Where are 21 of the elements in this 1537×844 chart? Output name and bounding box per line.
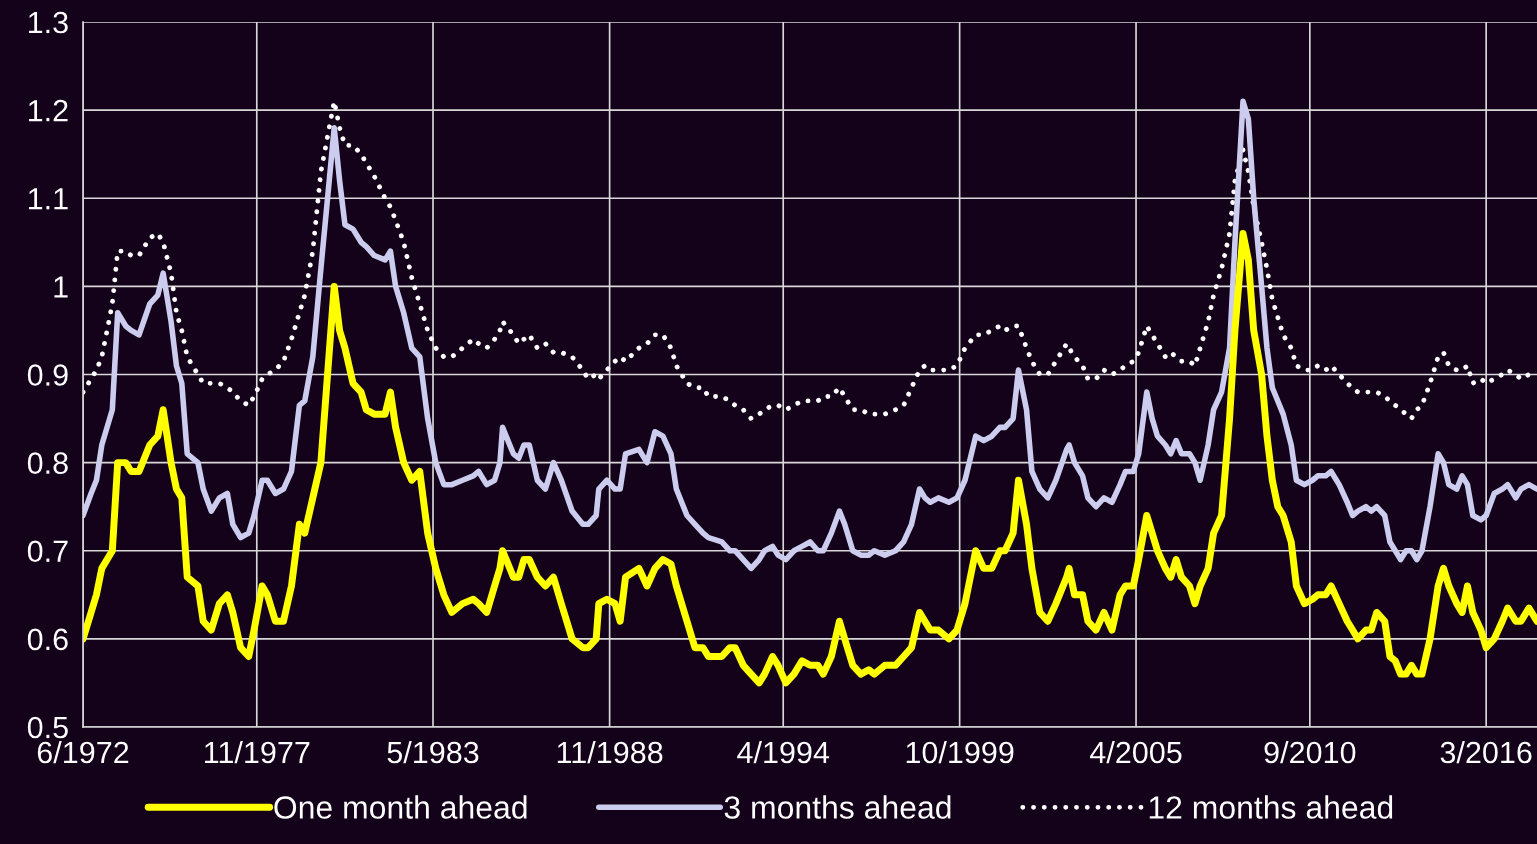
y-tick-label: 1.1 <box>28 188 68 210</box>
x-tick-label: 6/1972 <box>37 740 129 764</box>
y-tick-label: 1.3 <box>28 11 68 34</box>
x-tick-label: 10/1999 <box>906 740 1014 764</box>
y-tick-label: 0.5 <box>27 716 68 739</box>
x-tick-label: 4/2005 <box>1090 740 1182 764</box>
x-tick-label: 3/2016 <box>1440 740 1532 764</box>
x-tick-label: 4/1994 <box>737 740 830 764</box>
y-tick-label: 0.9 <box>27 364 68 386</box>
x-tick-label: 11/1977 <box>205 740 310 764</box>
x-tick-label: 9/2010 <box>1264 740 1356 764</box>
x-tick-label: 5/1983 <box>387 740 479 764</box>
legend-label: 12 months ahead <box>1149 795 1393 819</box>
x-tick-label: 11/1988 <box>557 740 663 764</box>
y-tick-label: 1 <box>54 276 68 298</box>
y-tick-label: 0.8 <box>27 452 68 474</box>
y-tick-label: 0.7 <box>27 540 68 563</box>
y-tick-label: 1.2 <box>28 99 68 122</box>
y-tick-label: 0.6 <box>27 628 68 651</box>
legend-label: One month ahead <box>274 795 527 819</box>
legend-label: 3 months ahead <box>724 795 951 819</box>
